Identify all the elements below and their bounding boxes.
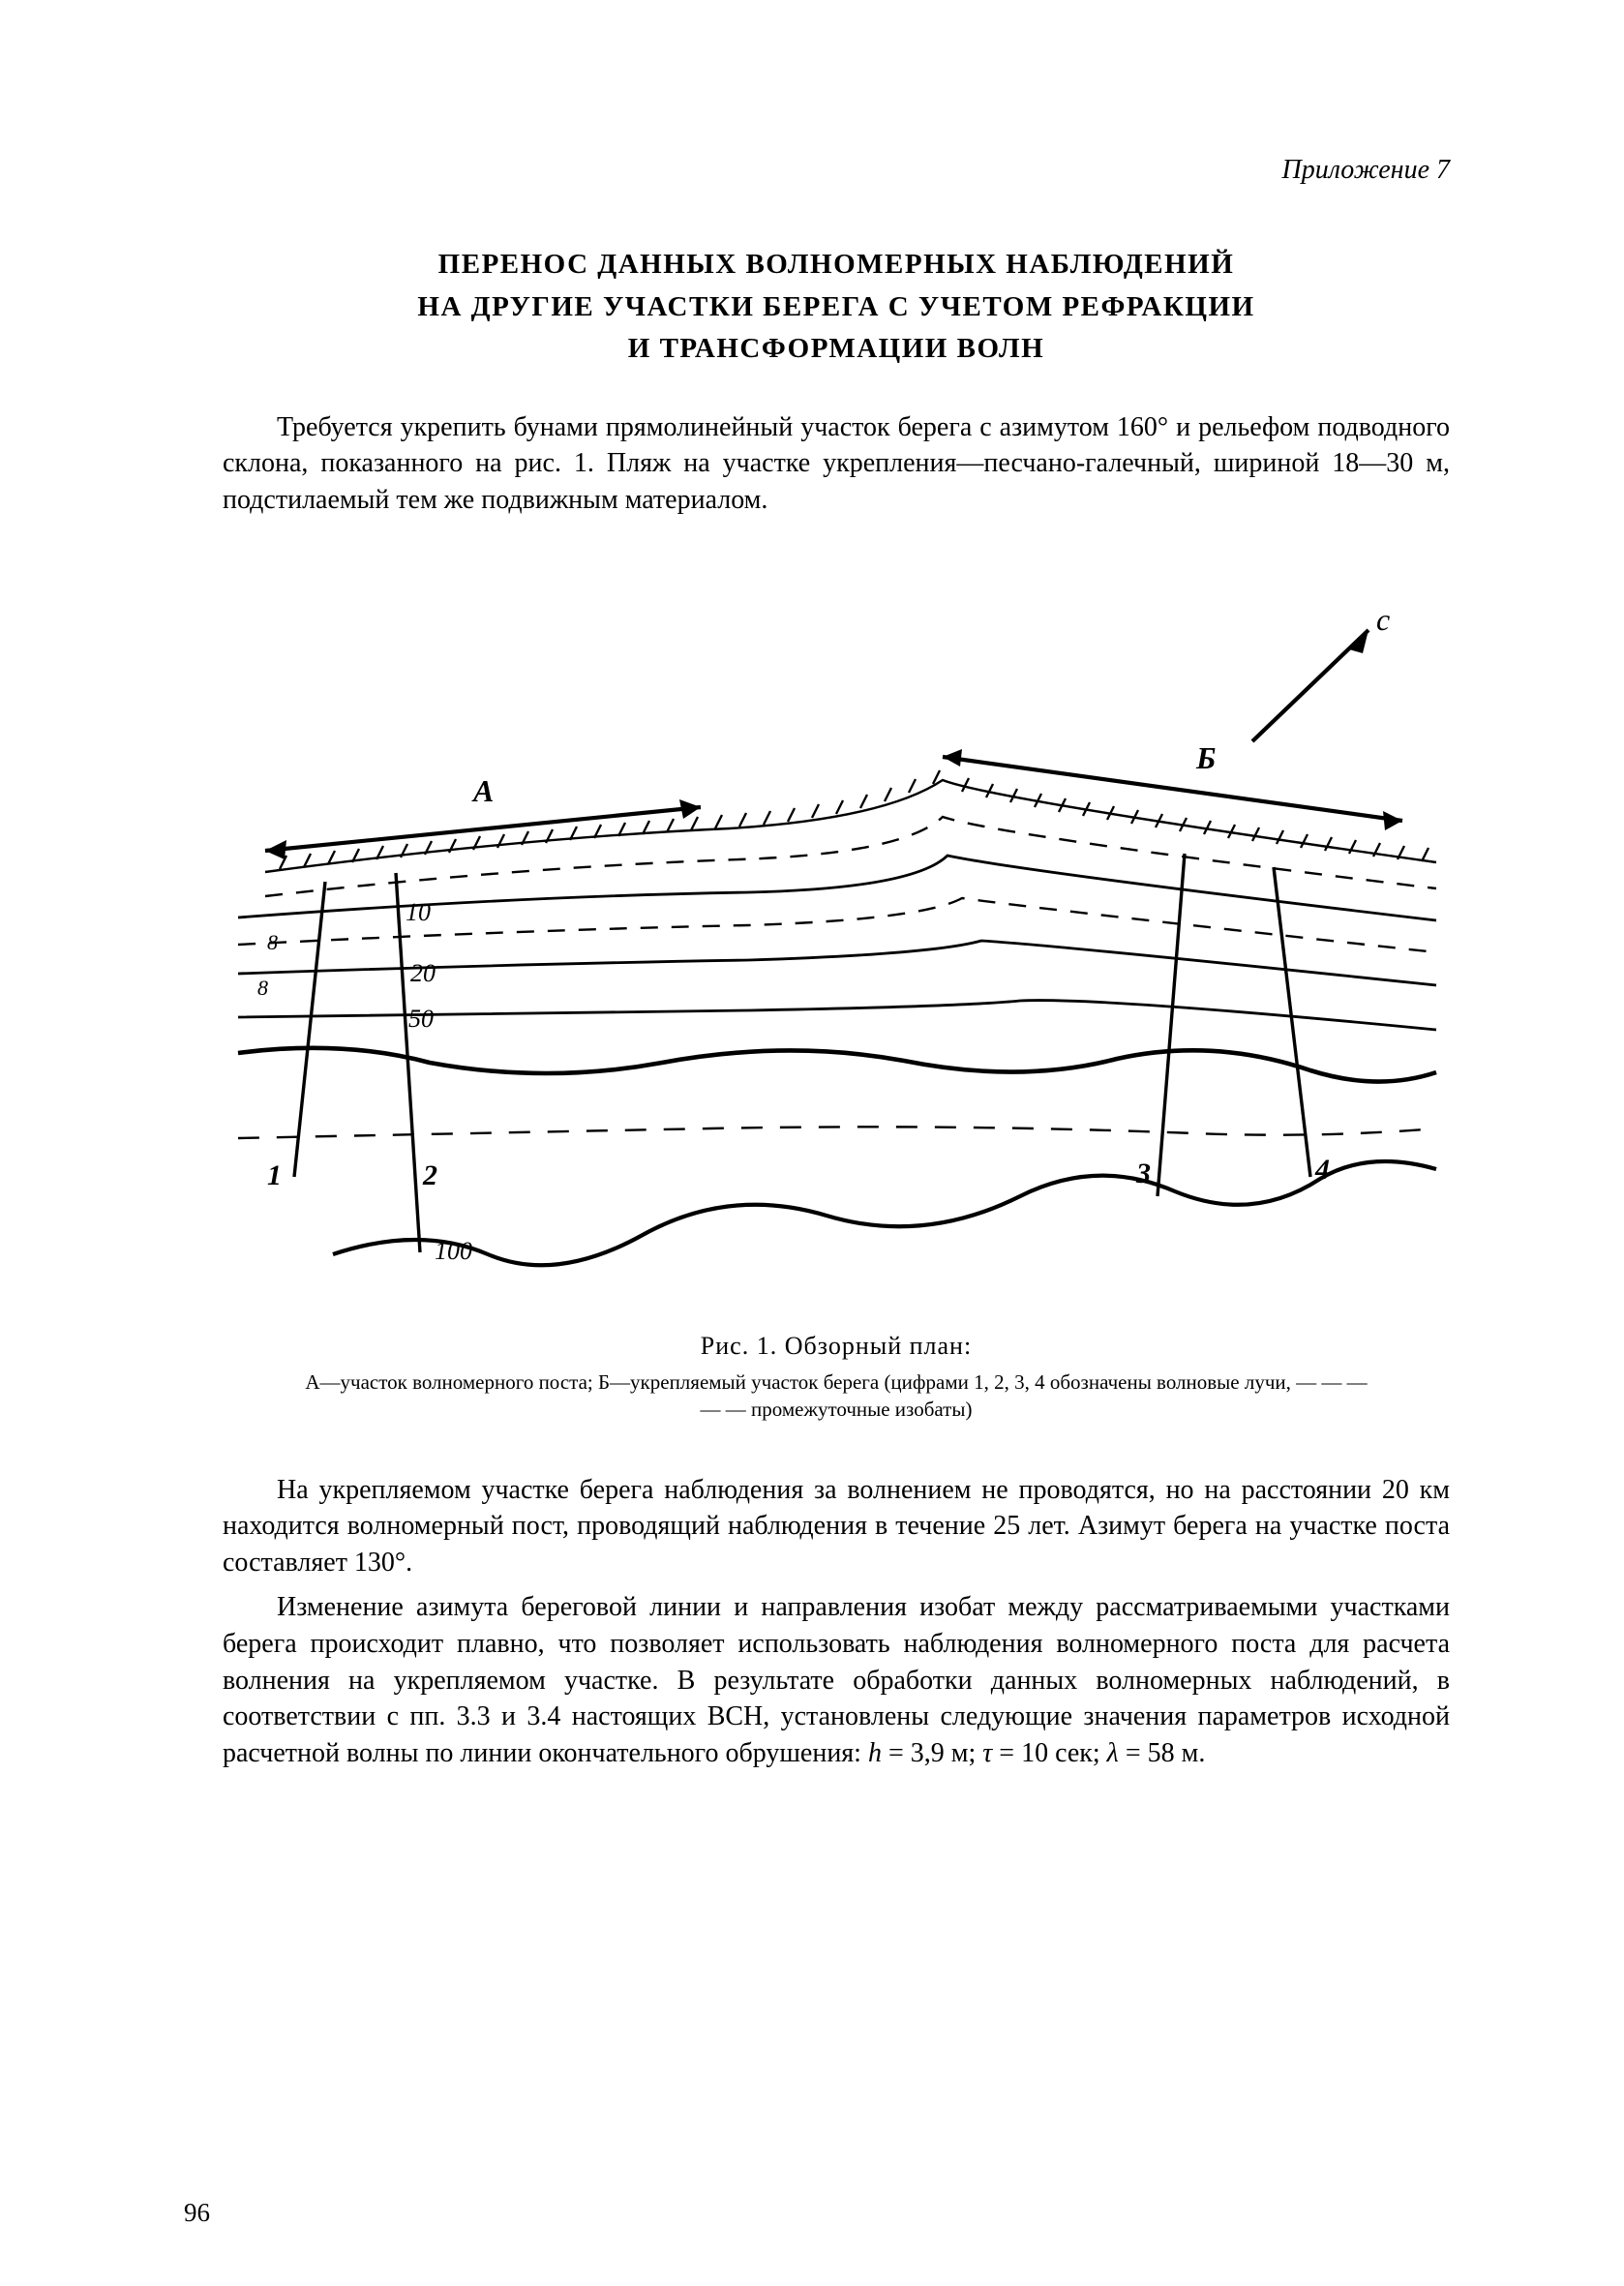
ray2-label: 2 xyxy=(422,1159,437,1191)
isobath-dash-upper xyxy=(265,817,1436,896)
ray1-label: 1 xyxy=(267,1159,282,1191)
isobath-100 xyxy=(333,1161,1436,1265)
intro-paragraph: Требуется укрепить бунами прямолинейный … xyxy=(223,409,1450,519)
section-b-label: Б xyxy=(1195,740,1216,775)
shoreline-hatching xyxy=(265,770,1436,872)
main-title: ПЕРЕНОС ДАННЫХ ВОЛНОМЕРНЫХ НАБЛЮДЕНИЙ НА… xyxy=(223,244,1450,371)
paragraph-2: На укрепляемом участке берега наблюдения… xyxy=(223,1472,1450,1581)
appendix-label: Приложение 7 xyxy=(223,155,1450,186)
param-lambda-label: λ xyxy=(1107,1738,1119,1768)
iso8b-label: 8 xyxy=(257,976,268,1000)
para3-text: Изменение азимута береговой линии и напр… xyxy=(223,1592,1450,1768)
title-line-2: НА ДРУГИЕ УЧАСТКИ БЕРЕГА С УЧЕТОМ РЕФРАК… xyxy=(417,291,1254,322)
iso50-label: 50 xyxy=(408,1005,434,1033)
iso10-label: 10 xyxy=(406,898,431,926)
figure-subcaption: А—участок волномерного поста; Б—укрепляе… xyxy=(223,1369,1450,1424)
north-label: с xyxy=(1376,602,1390,637)
iso100-label: 100 xyxy=(435,1237,472,1265)
paragraph-3: Изменение азимута береговой линии и напр… xyxy=(223,1589,1450,1772)
param-h-label: h xyxy=(868,1738,882,1768)
lower-text-block: На укрепляемом участке берега наблюдения… xyxy=(223,1472,1450,1772)
page-number: 96 xyxy=(184,2198,210,2228)
figure-1-container: с Б А xyxy=(223,577,1450,1424)
isobath-dash-deep xyxy=(238,1127,1436,1138)
param-tau-val: = 10 сек; xyxy=(992,1738,1106,1768)
figure-caption: Рис. 1. Обзорный план: xyxy=(223,1332,1450,1361)
title-line-3: И ТРАНСФОРМАЦИИ ВОЛН xyxy=(628,333,1044,364)
section-b-arrow: Б xyxy=(943,740,1402,830)
north-arrow: с xyxy=(1252,602,1390,741)
iso8a-label: 8 xyxy=(267,930,278,954)
heavy-contour xyxy=(238,1048,1436,1082)
param-tau-label: τ xyxy=(982,1738,992,1768)
ray3-label: 3 xyxy=(1135,1158,1151,1189)
figure-1-diagram: с Б А xyxy=(226,577,1446,1312)
param-h-val: = 3,9 м; xyxy=(882,1738,982,1768)
title-line-1: ПЕРЕНОС ДАННЫХ ВОЛНОМЕРНЫХ НАБЛЮДЕНИЙ xyxy=(438,249,1235,280)
ray4-label: 4 xyxy=(1314,1154,1330,1186)
iso20-label: 20 xyxy=(410,959,436,987)
section-a-label: А xyxy=(471,773,494,808)
param-lambda-val: = 58 м. xyxy=(1119,1738,1206,1768)
